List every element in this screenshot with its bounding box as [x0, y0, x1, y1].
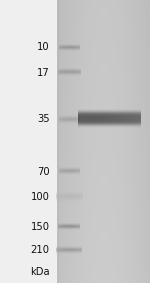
Text: 70: 70 — [37, 167, 50, 177]
Text: 17: 17 — [37, 68, 50, 78]
Text: 10: 10 — [37, 42, 50, 52]
Text: 150: 150 — [30, 222, 50, 232]
Text: 100: 100 — [31, 192, 50, 202]
Text: 35: 35 — [37, 114, 50, 125]
Text: kDa: kDa — [30, 267, 50, 277]
Text: 210: 210 — [30, 245, 50, 256]
